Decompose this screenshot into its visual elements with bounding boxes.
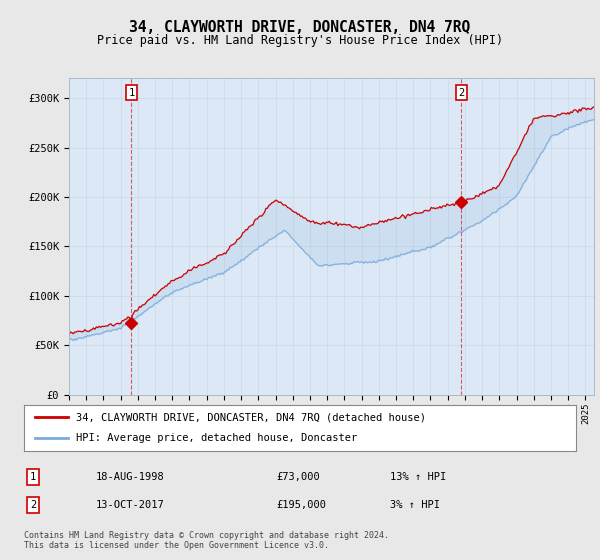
Text: 3% ↑ HPI: 3% ↑ HPI — [390, 500, 440, 510]
Text: 18-AUG-1998: 18-AUG-1998 — [96, 472, 165, 482]
Text: 34, CLAYWORTH DRIVE, DONCASTER, DN4 7RQ (detached house): 34, CLAYWORTH DRIVE, DONCASTER, DN4 7RQ … — [76, 412, 427, 422]
Text: £195,000: £195,000 — [276, 500, 326, 510]
Text: 13-OCT-2017: 13-OCT-2017 — [96, 500, 165, 510]
Text: 1: 1 — [30, 472, 36, 482]
Text: £73,000: £73,000 — [276, 472, 320, 482]
Text: 2: 2 — [30, 500, 36, 510]
Text: 2: 2 — [458, 88, 464, 98]
Text: 34, CLAYWORTH DRIVE, DONCASTER, DN4 7RQ: 34, CLAYWORTH DRIVE, DONCASTER, DN4 7RQ — [130, 20, 470, 35]
Text: Price paid vs. HM Land Registry's House Price Index (HPI): Price paid vs. HM Land Registry's House … — [97, 34, 503, 46]
Text: Contains HM Land Registry data © Crown copyright and database right 2024.
This d: Contains HM Land Registry data © Crown c… — [24, 531, 389, 550]
Text: 1: 1 — [128, 88, 134, 98]
Text: 13% ↑ HPI: 13% ↑ HPI — [390, 472, 446, 482]
Text: HPI: Average price, detached house, Doncaster: HPI: Average price, detached house, Donc… — [76, 433, 358, 444]
